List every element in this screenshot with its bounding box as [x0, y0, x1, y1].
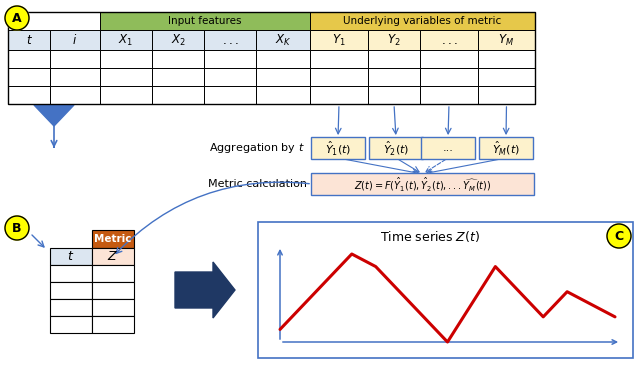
Text: A: A [12, 11, 22, 25]
FancyBboxPatch shape [50, 248, 92, 265]
FancyBboxPatch shape [204, 68, 256, 86]
Text: $i$: $i$ [72, 33, 77, 47]
FancyBboxPatch shape [310, 50, 368, 68]
FancyBboxPatch shape [420, 50, 478, 68]
FancyBboxPatch shape [50, 265, 92, 282]
Text: Metric: Metric [94, 234, 132, 244]
Polygon shape [34, 105, 74, 126]
Text: $Y_1$: $Y_1$ [332, 33, 346, 48]
Text: Time series $Z(t)$: Time series $Z(t)$ [380, 228, 481, 243]
FancyBboxPatch shape [310, 12, 535, 30]
FancyBboxPatch shape [8, 68, 50, 86]
Text: Metric calculation: Metric calculation [208, 179, 307, 189]
FancyBboxPatch shape [100, 50, 152, 68]
FancyBboxPatch shape [310, 68, 368, 86]
FancyBboxPatch shape [92, 282, 134, 299]
FancyBboxPatch shape [50, 86, 100, 104]
Text: $t$: $t$ [26, 34, 33, 46]
FancyBboxPatch shape [8, 86, 50, 104]
FancyBboxPatch shape [479, 137, 533, 159]
FancyBboxPatch shape [50, 316, 92, 333]
FancyBboxPatch shape [152, 50, 204, 68]
FancyBboxPatch shape [256, 30, 310, 50]
FancyBboxPatch shape [50, 50, 100, 68]
Text: $Y_2$: $Y_2$ [387, 33, 401, 48]
FancyBboxPatch shape [256, 50, 310, 68]
FancyBboxPatch shape [50, 30, 100, 50]
FancyBboxPatch shape [152, 30, 204, 50]
FancyBboxPatch shape [92, 316, 134, 333]
FancyBboxPatch shape [152, 86, 204, 104]
Text: $\hat{Y}_1(t)$: $\hat{Y}_1(t)$ [325, 139, 351, 157]
FancyBboxPatch shape [311, 137, 365, 159]
Text: $Z(t)=F(\hat{Y}_1(t), \hat{Y}_2(t),...\widehat{Y_M}(t))$: $Z(t)=F(\hat{Y}_1(t), \hat{Y}_2(t),...\w… [354, 175, 492, 193]
Text: Input features: Input features [168, 16, 242, 26]
Text: ...: ... [443, 143, 453, 153]
FancyBboxPatch shape [100, 86, 152, 104]
FancyBboxPatch shape [478, 68, 535, 86]
FancyBboxPatch shape [100, 12, 310, 30]
Text: $\hat{Y}_2(t)$: $\hat{Y}_2(t)$ [383, 139, 409, 157]
FancyBboxPatch shape [50, 282, 92, 299]
Circle shape [5, 216, 29, 240]
FancyBboxPatch shape [256, 68, 310, 86]
FancyBboxPatch shape [50, 299, 92, 316]
Text: $\hat{Y}_M(t)$: $\hat{Y}_M(t)$ [492, 139, 520, 157]
FancyBboxPatch shape [420, 68, 478, 86]
FancyBboxPatch shape [478, 50, 535, 68]
Text: Underlying variables of metric: Underlying variables of metric [344, 16, 502, 26]
FancyBboxPatch shape [204, 30, 256, 50]
Polygon shape [175, 262, 235, 318]
FancyBboxPatch shape [478, 86, 535, 104]
Text: $...$: $...$ [221, 34, 238, 46]
Text: C: C [614, 229, 623, 243]
FancyBboxPatch shape [100, 30, 152, 50]
FancyBboxPatch shape [204, 86, 256, 104]
FancyBboxPatch shape [8, 50, 50, 68]
FancyBboxPatch shape [50, 68, 100, 86]
FancyBboxPatch shape [92, 230, 134, 248]
FancyBboxPatch shape [310, 86, 368, 104]
FancyBboxPatch shape [258, 222, 633, 358]
FancyBboxPatch shape [310, 30, 368, 50]
Text: B: B [12, 221, 22, 235]
Text: $X_2$: $X_2$ [170, 33, 186, 48]
FancyBboxPatch shape [152, 68, 204, 86]
FancyBboxPatch shape [92, 299, 134, 316]
FancyBboxPatch shape [420, 86, 478, 104]
Text: $...$: $...$ [441, 34, 457, 46]
Text: $X_K$: $X_K$ [275, 33, 291, 48]
Text: $t$: $t$ [67, 250, 75, 263]
FancyBboxPatch shape [311, 173, 534, 195]
FancyBboxPatch shape [478, 30, 535, 50]
Text: $Y_M$: $Y_M$ [499, 33, 515, 48]
FancyBboxPatch shape [368, 68, 420, 86]
FancyBboxPatch shape [368, 86, 420, 104]
FancyBboxPatch shape [368, 30, 420, 50]
FancyBboxPatch shape [369, 137, 423, 159]
FancyBboxPatch shape [8, 30, 50, 50]
Text: $X_1$: $X_1$ [118, 33, 134, 48]
Text: $Z$: $Z$ [108, 250, 118, 263]
FancyBboxPatch shape [92, 248, 134, 265]
Circle shape [5, 6, 29, 30]
FancyBboxPatch shape [204, 50, 256, 68]
FancyBboxPatch shape [92, 265, 134, 282]
Text: Aggregation by $t$: Aggregation by $t$ [209, 141, 305, 155]
FancyBboxPatch shape [368, 50, 420, 68]
Circle shape [607, 224, 631, 248]
FancyBboxPatch shape [256, 86, 310, 104]
FancyBboxPatch shape [420, 30, 478, 50]
FancyBboxPatch shape [100, 68, 152, 86]
FancyBboxPatch shape [421, 137, 475, 159]
